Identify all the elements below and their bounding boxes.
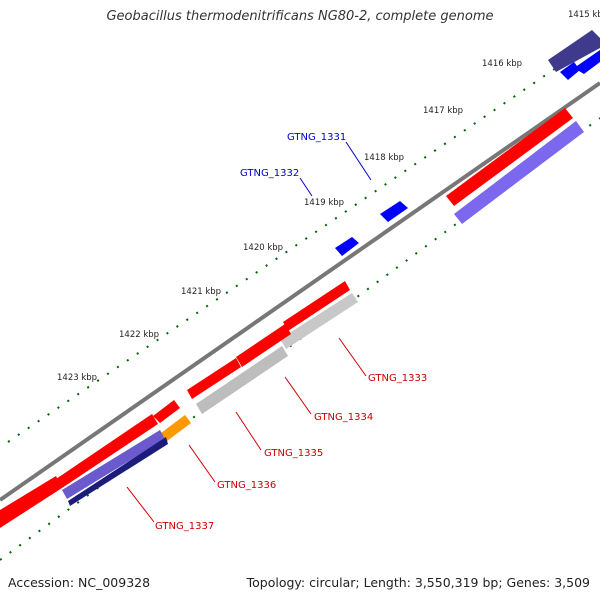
tick-label-1417: 1417 kbp [423, 106, 463, 116]
gene-label-gtng-1333: GTNG_1333 [368, 373, 427, 384]
callout-line-gtng-1333 [338, 337, 367, 377]
accession-label: Accession: NC_009328 [8, 575, 151, 590]
gene-label-gtng-1336: GTNG_1336 [217, 480, 276, 491]
gene-label-gtng-1331: GTNG_1331 [287, 132, 346, 143]
tick-label-1421: 1421 kbp [181, 287, 221, 297]
cds-forward-lower-3 [0, 476, 62, 528]
feature-gtng-1336 [161, 415, 191, 441]
cds-forward-mid-1 [283, 281, 350, 331]
topology-label: Topology: circular; Length: 3,550,319 bp… [246, 575, 590, 590]
callout-line-gtng-1332 [299, 177, 313, 197]
feature-gtng-1337-purple [62, 430, 165, 499]
feature-gtng-1332 [335, 237, 359, 256]
cds-forward-lower-2 [56, 414, 158, 488]
cds-forward-mid-3 [187, 358, 241, 399]
genome-backbone [0, 81, 600, 502]
feature-gtng-1337-navy [68, 437, 168, 506]
tick-label-1422: 1422 kbp [119, 330, 159, 340]
feature-blue-top-2 [560, 62, 580, 80]
cds-forward-upper [446, 108, 573, 206]
callout-line-gtng-1334 [284, 376, 312, 415]
gene-label-gtng-1334: GTNG_1334 [314, 412, 373, 423]
cds-forward-mid-2 [236, 324, 291, 367]
callout-line-gtng-1337 [126, 486, 155, 523]
tick-label-1423: 1423 kbp [57, 373, 97, 383]
callout-line-gtng-1336 [188, 444, 216, 483]
tick-label-1415: 1415 kbp [568, 10, 600, 20]
feature-gtng-1331 [380, 201, 408, 222]
callout-line-gtng-1331 [345, 141, 372, 181]
callout-line-gtng-1335 [235, 411, 262, 451]
tick-label-1419: 1419 kbp [304, 198, 344, 208]
feature-blue-top [574, 50, 600, 74]
feature-gtng-1334 [196, 346, 288, 414]
feature-purple-top [548, 30, 600, 72]
gene-label-gtng-1332: GTNG_1332 [240, 168, 299, 179]
map-title: Geobacillus thermodenitrificans NG80-2, … [106, 9, 494, 24]
cds-forward-lower-1 [153, 400, 180, 423]
gene-label-gtng-1335: GTNG_1335 [264, 448, 323, 459]
tick-label-1416: 1416 kbp [482, 59, 522, 69]
tick-label-1420: 1420 kbp [243, 243, 283, 253]
feature-gtng-1333 [280, 293, 358, 349]
gene-label-gtng-1337: GTNG_1337 [155, 521, 214, 532]
tick-label-1418: 1418 kbp [364, 153, 404, 163]
feature-light-purple-upper [454, 121, 584, 224]
